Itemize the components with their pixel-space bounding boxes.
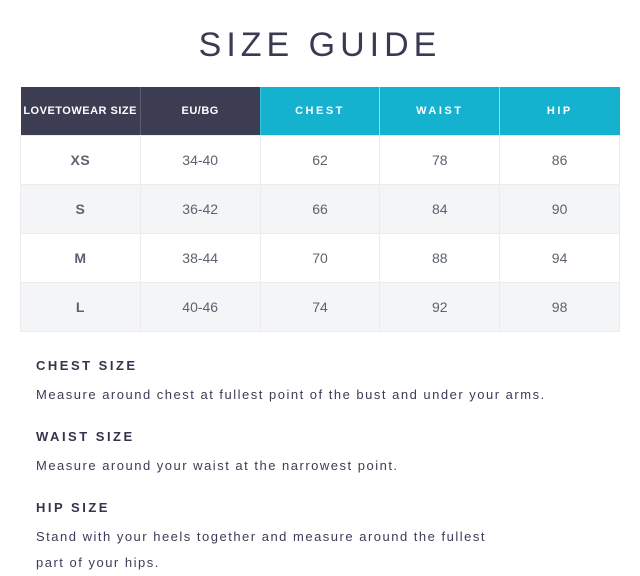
size-guide-table: LOVETOWEAR SIZE EU/BG CHEST WAIST HIP XS… <box>20 87 620 332</box>
hip-cell: 86 <box>499 134 620 185</box>
size-cell: L <box>20 281 141 332</box>
table-body: XS 34-40 62 78 86 S 36-42 66 84 90 M 38-… <box>20 134 620 332</box>
waist-size-section: WAIST SIZE Measure around your waist at … <box>36 429 604 479</box>
table-header: LOVETOWEAR SIZE EU/BG CHEST WAIST HIP <box>20 87 620 135</box>
table-row-xs: XS 34-40 62 78 86 <box>20 134 620 185</box>
hip-size-heading: HIP SIZE <box>36 499 110 515</box>
size-cell: M <box>20 232 141 283</box>
hip-cell: 90 <box>499 183 620 234</box>
chest-cell: 62 <box>259 134 381 185</box>
waist-cell: 84 <box>379 183 501 234</box>
chest-size-text: Measure around chest at fullest point of… <box>36 386 546 402</box>
hip-size-section: HIP SIZE Stand with your heels together … <box>36 500 604 576</box>
waist-cell: 88 <box>379 232 501 283</box>
table-row-s: S 36-42 66 84 90 <box>20 183 620 234</box>
eu-bg-cell: 40-46 <box>139 281 261 332</box>
eu-bg-cell: 34-40 <box>139 134 261 185</box>
eu-bg-cell: 38-44 <box>139 232 261 283</box>
column-header-waist: WAIST <box>379 87 501 135</box>
chest-cell: 66 <box>259 183 381 234</box>
table-row-l: L 40-46 74 92 98 <box>20 281 620 332</box>
hip-cell: 94 <box>499 232 620 283</box>
size-cell: XS <box>20 134 141 185</box>
chest-size-heading: CHEST SIZE <box>36 357 138 373</box>
waist-cell: 78 <box>379 134 501 185</box>
measurement-instructions: CHEST SIZE Measure around chest at fulle… <box>36 358 604 576</box>
column-header-eu-bg: EU/BG <box>140 87 261 135</box>
waist-size-heading: WAIST SIZE <box>36 428 135 444</box>
chest-cell: 74 <box>259 281 381 332</box>
table-header-row: LOVETOWEAR SIZE EU/BG CHEST WAIST HIP <box>20 87 620 135</box>
hip-cell: 98 <box>499 281 620 332</box>
table-row-m: M 38-44 70 88 94 <box>20 232 620 283</box>
chest-size-section: CHEST SIZE Measure around chest at fulle… <box>36 358 604 408</box>
waist-size-text: Measure around your waist at the narrowe… <box>36 457 399 473</box>
column-header-hip: HIP <box>499 87 620 135</box>
column-header-lovetowear-size: LOVETOWEAR SIZE <box>20 87 141 135</box>
size-cell: S <box>20 183 141 234</box>
column-header-chest: CHEST <box>260 87 381 135</box>
chest-cell: 70 <box>259 232 381 283</box>
eu-bg-cell: 36-42 <box>139 183 261 234</box>
waist-cell: 92 <box>379 281 501 332</box>
page-title: SIZE GUIDE <box>198 26 442 64</box>
hip-size-text: Stand with your heels together and measu… <box>36 528 486 570</box>
